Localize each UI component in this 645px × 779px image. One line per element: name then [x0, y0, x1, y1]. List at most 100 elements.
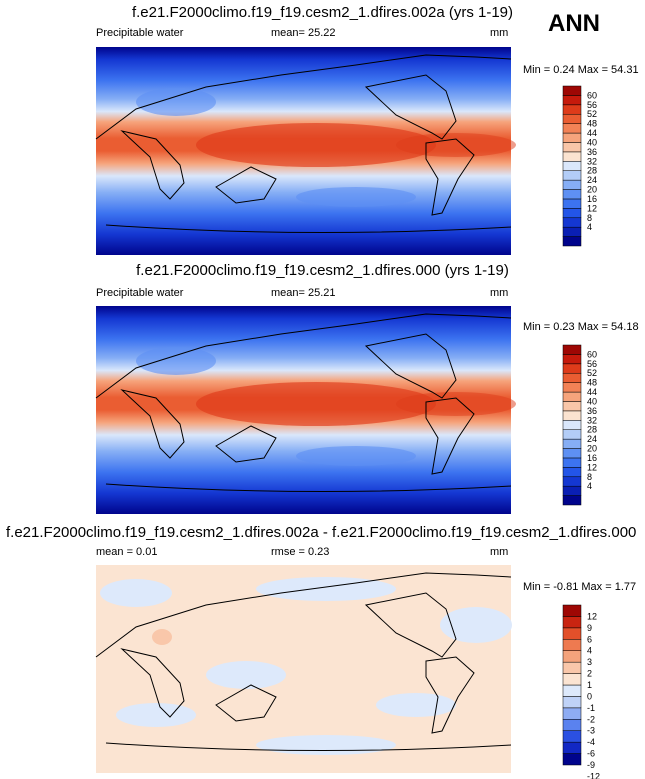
panel2-colorbar-box	[562, 363, 582, 374]
panel3-rmse: rmse = 0.23	[271, 546, 330, 558]
panel3-colorbar-label: 6	[587, 634, 592, 644]
panel3-colorbar-box	[562, 661, 582, 674]
panel2-colorbar-box	[562, 344, 582, 355]
panel2-title: f.e21.F2000climo.f19_f19.cesm2_1.dfires.…	[136, 262, 509, 279]
panel2-colorbar-box	[562, 467, 582, 478]
panel3-colorbar-label: -4	[587, 737, 595, 747]
panel1-colorbar-box	[562, 189, 582, 200]
panel2-colorbar-label: 36	[587, 406, 597, 416]
panel3-colorbar-box	[562, 741, 582, 754]
panel1-colorbar-box	[562, 217, 582, 228]
panel3-colorbar-label: -1	[587, 703, 595, 713]
panel3-colorbar-label: -2	[587, 714, 595, 724]
panel2-colorbar-label: 60	[587, 349, 597, 359]
panel3-title: f.e21.F2000climo.f19_f19.cesm2_1.dfires.…	[6, 524, 637, 541]
panel3-colorbar-box	[562, 650, 582, 663]
panel2-colorbar-box	[562, 438, 582, 449]
panel1-colorbar-label: 32	[587, 156, 597, 166]
panel3-colorbar-label: 4	[587, 646, 592, 656]
panel3-colorbar-label: 0	[587, 691, 592, 701]
panel2-colorbar-label: 20	[587, 444, 597, 454]
panel1-colorbar-label: 16	[587, 194, 597, 204]
panel3-colorbar-label: 12	[587, 611, 597, 621]
panel2-colorbar-box	[562, 476, 582, 487]
panel2-colorbar-box	[562, 382, 582, 393]
panel3-colorbar-label: 1	[587, 680, 592, 690]
panel1-colorbar-box	[562, 151, 582, 162]
panel1-minmax: Min = 0.24 Max = 54.31	[523, 64, 639, 76]
panel3-colorbar-box	[562, 696, 582, 709]
panel2-colorbar-label: 40	[587, 396, 597, 406]
panel1-colorbar-label: 52	[587, 109, 597, 119]
panel1-colorbar-label: 24	[587, 175, 597, 185]
panel1-mean: mean= 25.22	[271, 27, 336, 39]
panel3-colorbar-label: 9	[587, 623, 592, 633]
panel2-units: mm	[490, 287, 509, 299]
panel1-map	[95, 47, 516, 255]
panel3-colorbar-label: 2	[587, 669, 592, 679]
panel3-colorbar-box	[562, 730, 582, 743]
panel3-colorbar-label: 3	[587, 657, 592, 667]
panel2-colorbar-label: 48	[587, 378, 597, 388]
panel3-map	[95, 565, 512, 773]
panel1-colorbar-box	[562, 236, 582, 247]
panel2-mean: mean= 25.21	[271, 287, 336, 299]
panel2-colorbar-box	[562, 410, 582, 421]
panel3-colorbar-box	[562, 753, 582, 766]
panel2-minmax: Min = 0.23 Max = 54.18	[523, 321, 639, 333]
panel3-minmax: Min = -0.81 Max = 1.77	[523, 581, 637, 593]
panel1-colorbar-box	[562, 113, 582, 124]
panel2-colorbar-label: 12	[587, 462, 597, 472]
panel2-map	[95, 306, 516, 514]
panel1-colorbar-box	[562, 179, 582, 190]
panel2-colorbar-box	[562, 448, 582, 459]
panel2-variable: Precipitable water	[96, 287, 184, 299]
panel1-colorbar-label: 12	[587, 203, 597, 213]
panel1-colorbar-label: 36	[587, 147, 597, 157]
panel3-colorbar-box	[562, 684, 582, 697]
panel3-colorbar: 12 96 43 210 -1-2 -3-4 -6-9-12	[562, 604, 600, 779]
panel2-colorbar-label: 52	[587, 368, 597, 378]
panel1-colorbar-box	[562, 226, 582, 237]
panel2-colorbar-label: 8	[587, 472, 592, 482]
panel1-colorbar-box	[562, 95, 582, 106]
panel2-colorbar-box	[562, 391, 582, 402]
panel1-colorbar-label: 56	[587, 100, 597, 110]
panel1-colorbar-box	[562, 208, 582, 219]
panel1-colorbar-box	[562, 198, 582, 209]
panel1-colorbar-label: 60	[587, 90, 597, 100]
panel2-colorbar-label: 28	[587, 425, 597, 435]
panel3-colorbar-box	[562, 707, 582, 720]
panel3-units: mm	[490, 546, 509, 558]
panel1-colorbar-box	[562, 161, 582, 171]
panel1-variable: Precipitable water	[96, 27, 184, 39]
panel1-colorbar-box	[562, 123, 582, 134]
panel3-colorbar-label: -9	[587, 760, 595, 770]
panel3-colorbar-label: -3	[587, 726, 595, 736]
panel1-colorbar-box	[562, 170, 582, 181]
panel3-mean: mean = 0.01	[96, 546, 158, 558]
panel1-colorbar-label: 20	[587, 185, 597, 195]
panel2-colorbar-box	[562, 457, 582, 468]
panel1-colorbar-box	[562, 142, 582, 153]
panel3-colorbar-label: -6	[587, 749, 595, 759]
panel3-colorbar-box	[562, 616, 582, 629]
panel2-colorbar-label: 24	[587, 434, 597, 444]
panel3-colorbar-box	[562, 604, 582, 617]
panel2-colorbar-label: 4	[587, 481, 592, 491]
panel2-colorbar-box	[562, 429, 582, 440]
panel1-colorbar-label: 48	[587, 119, 597, 129]
panel3-colorbar-box	[562, 627, 582, 640]
panel1-colorbar-label: 40	[587, 137, 597, 147]
panel3-colorbar-box	[562, 639, 582, 651]
panel1-colorbar-box	[562, 132, 582, 143]
panel3-colorbar-box	[562, 673, 582, 686]
panel2-colorbar-box	[562, 420, 582, 430]
panel2-colorbar-box	[562, 372, 582, 383]
panel1-colorbar-label: 8	[587, 213, 592, 223]
season-label: ANN	[548, 10, 600, 37]
panel1-title: f.e21.F2000climo.f19_f19.cesm2_1.dfires.…	[131, 4, 514, 21]
panel2-colorbar-box	[562, 495, 582, 506]
